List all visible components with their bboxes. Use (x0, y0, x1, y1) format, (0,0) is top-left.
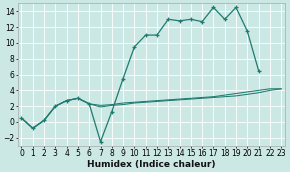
X-axis label: Humidex (Indice chaleur): Humidex (Indice chaleur) (87, 159, 215, 169)
